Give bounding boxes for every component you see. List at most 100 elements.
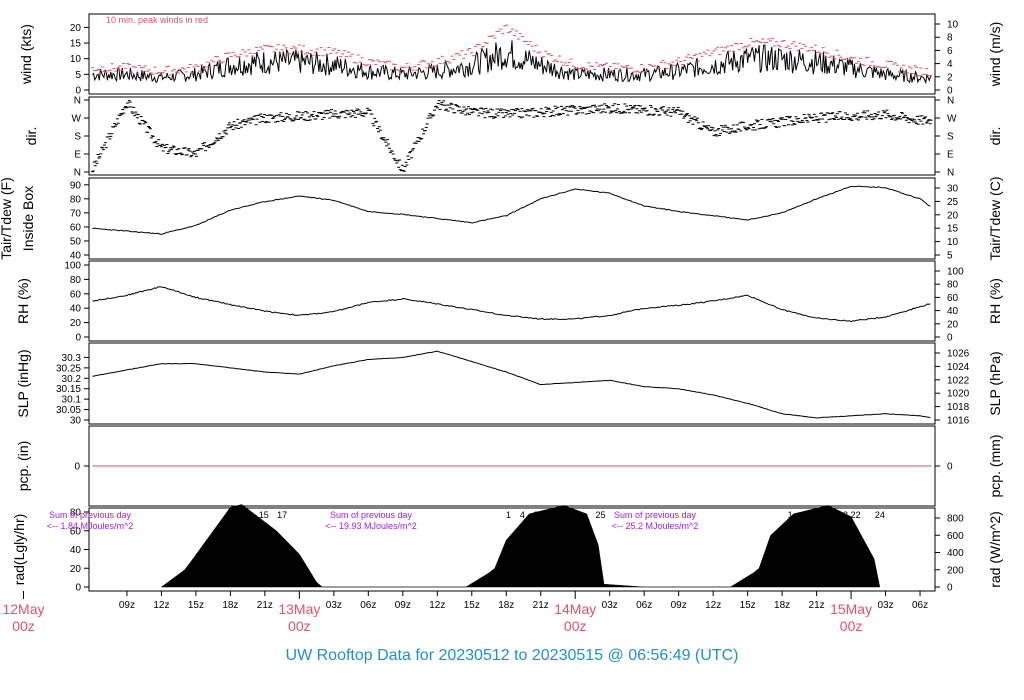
x-hour-label: 18z — [774, 600, 790, 611]
x-hour-label: 09z — [671, 600, 687, 611]
rh-rtick-label: 0 — [947, 333, 953, 344]
rh-ylabel: RH (%) — [15, 278, 31, 324]
x-hour-label: 21z — [809, 600, 825, 611]
rh-rtick-label: 60 — [947, 293, 959, 304]
temp-ytick-label: 50 — [70, 236, 82, 247]
rad-top-mark: 1 — [506, 510, 511, 520]
x-hour-label: 18z — [498, 600, 514, 611]
x-hour-label: 21z — [533, 600, 549, 611]
rad-rtick-label: 800 — [947, 514, 964, 525]
rad-top-mark: 8 — [816, 510, 821, 520]
x-hour-label: 12z — [429, 600, 445, 611]
rad-top-mark: 8 — [534, 510, 539, 520]
slp-rtick-label: 1018 — [947, 402, 970, 413]
temp-rtick-label: 15 — [947, 224, 959, 235]
wind-rtick-label: 0 — [947, 86, 953, 97]
x-hour-label: 12z — [153, 600, 169, 611]
temp-ytick-label: 90 — [70, 180, 82, 191]
rad-ytick-label: 20 — [70, 564, 82, 575]
slp-ylabel-right: SLP (hPa) — [987, 351, 1003, 415]
dir-rtick-label: S — [947, 132, 954, 143]
dir-points — [90, 100, 933, 173]
rad-top-mark: 24 — [875, 510, 885, 520]
wind-rtick-label: 4 — [947, 59, 953, 70]
x-hour-label: 21z — [257, 600, 273, 611]
temp-ytick-label: 70 — [70, 208, 82, 219]
rh-ytick-label: 80 — [70, 275, 82, 286]
rad-top-mark: 4 — [801, 510, 806, 520]
x-day-label: 12May — [2, 601, 44, 617]
dir-ylabel: dir. — [23, 127, 39, 146]
dir-ytick-label: E — [74, 150, 81, 161]
pcp-ylabel: pcp. (in) — [15, 441, 31, 492]
rh-rtick-label: 40 — [947, 306, 959, 317]
rad-sum-value: <-- 1.84 MJoules/m^2 — [47, 521, 134, 531]
x-day-label: 15May — [830, 601, 872, 617]
wind-ytick-label: 10 — [70, 54, 82, 65]
panel-frame-2 — [88, 96, 936, 176]
temp-rtick-label: 10 — [947, 237, 959, 248]
rad-rtick-label: 0 — [947, 583, 953, 594]
panel-frame-1 — [88, 13, 936, 95]
x-hour-label: 06z — [912, 600, 928, 611]
rad-sum-value: <-- 25.2 MJoules/m^2 — [612, 521, 699, 531]
slp-rtick-label: 1020 — [947, 389, 970, 400]
x-day-sublabel: 00z — [840, 618, 863, 634]
dir-ylabel-right: dir. — [987, 127, 1003, 146]
rh-ylabel-right: RH (%) — [987, 278, 1003, 324]
rh-rtick-label: 100 — [947, 267, 964, 278]
wind-rtick-label: 8 — [947, 33, 953, 44]
wind-ylabel-right: wind (m/s) — [987, 22, 1003, 88]
slp-rtick-label: 1024 — [947, 362, 970, 373]
slp-ylabel: SLP (inHg) — [15, 349, 31, 417]
wind-peak-marks — [90, 24, 933, 77]
rad-top-mark: 9 — [244, 510, 249, 520]
wind-ytick-label: 20 — [70, 23, 82, 34]
dir-ytick-label: W — [72, 114, 82, 125]
x-day-sublabel: 00z — [12, 618, 35, 634]
x-day-label: 13May — [278, 601, 320, 617]
rad-top-mark: 18 — [838, 510, 848, 520]
rh-ytick-label: 40 — [70, 304, 82, 315]
rh-ytick-label: 20 — [70, 318, 82, 329]
slp-rtick-label: 1022 — [947, 375, 970, 386]
rh-ytick-label: 0 — [75, 333, 81, 344]
rad-top-mark: 4 — [520, 510, 525, 520]
rad-sum-label: Sum of previous day — [614, 510, 697, 520]
slp-ytick-label: 30.3 — [62, 353, 82, 364]
rad-area — [160, 504, 881, 588]
rad-sum-label: Sum of previous day — [330, 510, 413, 520]
rad-ylabel-right: rad (W/m^2) — [987, 511, 1003, 588]
temp-ytick-label: 80 — [70, 194, 82, 205]
temp-rtick-label: 30 — [947, 184, 959, 195]
wind-annotation: 10 min. peak winds in red — [106, 15, 208, 25]
temp-ylabel-right: Tair/Tdew (C) — [987, 176, 1003, 260]
x-day-label: 14May — [554, 601, 596, 617]
rh-rtick-label: 20 — [947, 319, 959, 330]
rh-ytick-label: 100 — [64, 261, 81, 272]
temp-line — [92, 185, 931, 235]
x-hour-label: 12z — [705, 600, 721, 611]
dir-ytick-label: N — [74, 168, 81, 179]
rh-line — [92, 286, 931, 323]
rad-ylabel: rad(Lgly/hr) — [11, 514, 27, 586]
temp-rtick-label: 25 — [947, 197, 959, 208]
temp-ytick-label: 60 — [70, 222, 82, 233]
rad-rtick-label: 600 — [947, 531, 964, 542]
pcp-ytick-label: 0 — [74, 462, 80, 473]
slp-ytick-label: 30.05 — [56, 405, 81, 416]
pcp-ylabel-right: pcp. (mm) — [987, 435, 1003, 498]
wind-sustained-line — [92, 40, 932, 85]
panel-frame-5 — [88, 342, 936, 425]
x-hour-label: 03z — [326, 600, 342, 611]
rad-top-mark: 22 — [851, 510, 861, 520]
x-day-sublabel: 00z — [288, 618, 311, 634]
temp-ylabel: Tair/Tdew (F) — [0, 177, 14, 259]
slp-ytick-label: 30.2 — [62, 374, 82, 385]
wind-ytick-label: 5 — [75, 70, 81, 81]
rh-rtick-label: 80 — [947, 280, 959, 291]
dir-rtick-label: N — [947, 168, 954, 179]
temp-ytick-label: 40 — [70, 251, 82, 262]
rad-sum-value: <-- 19.93 MJoules/m^2 — [325, 521, 417, 531]
